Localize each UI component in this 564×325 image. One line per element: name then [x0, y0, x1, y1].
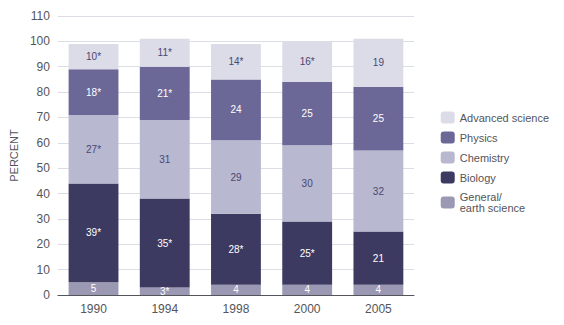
svg-text:19: 19: [373, 57, 385, 68]
svg-text:21: 21: [373, 253, 385, 264]
svg-text:60: 60: [37, 136, 51, 150]
svg-text:20: 20: [37, 237, 51, 251]
svg-text:27*: 27*: [86, 144, 101, 155]
svg-text:30: 30: [37, 212, 51, 226]
svg-text:21*: 21*: [157, 88, 172, 99]
svg-text:1990: 1990: [80, 302, 107, 316]
svg-text:70: 70: [37, 110, 51, 124]
svg-text:40: 40: [37, 187, 51, 201]
svg-text:2000: 2000: [294, 302, 321, 316]
svg-text:80: 80: [37, 85, 51, 99]
svg-text:28*: 28*: [228, 244, 243, 255]
svg-text:16*: 16*: [300, 56, 315, 67]
svg-text:50: 50: [37, 161, 51, 175]
svg-text:4: 4: [233, 284, 239, 295]
svg-text:110: 110: [31, 9, 50, 23]
svg-text:1994: 1994: [151, 302, 178, 316]
svg-text:14*: 14*: [228, 56, 243, 67]
svg-text:30: 30: [302, 178, 314, 189]
svg-text:25*: 25*: [300, 248, 315, 259]
svg-text:35*: 35*: [157, 238, 172, 249]
svg-text:earth science: earth science: [460, 202, 525, 214]
svg-text:25: 25: [302, 108, 314, 119]
svg-text:Physics: Physics: [460, 132, 498, 144]
svg-text:29: 29: [230, 172, 242, 183]
svg-text:32: 32: [373, 186, 385, 197]
svg-text:4: 4: [376, 284, 382, 295]
svg-text:24: 24: [230, 104, 242, 115]
svg-text:39*: 39*: [86, 227, 101, 238]
svg-text:General/: General/: [459, 191, 502, 203]
svg-text:10*: 10*: [86, 51, 101, 62]
svg-text:1998: 1998: [223, 302, 250, 316]
svg-text:25: 25: [373, 113, 385, 124]
svg-text:PERCENT: PERCENT: [8, 129, 20, 182]
svg-text:Biology: Biology: [460, 172, 497, 184]
svg-text:90: 90: [37, 60, 51, 74]
svg-text:2005: 2005: [365, 302, 392, 316]
svg-text:Advanced science: Advanced science: [460, 112, 549, 124]
svg-text:31: 31: [159, 154, 171, 165]
svg-text:10: 10: [37, 263, 51, 277]
svg-text:11*: 11*: [158, 47, 172, 58]
svg-text:3*: 3*: [160, 286, 170, 297]
svg-text:4: 4: [304, 284, 310, 295]
svg-text:5: 5: [91, 283, 97, 294]
svg-text:Chemistry: Chemistry: [460, 152, 510, 164]
svg-text:0: 0: [43, 288, 50, 302]
svg-text:100: 100: [30, 34, 50, 48]
svg-text:18*: 18*: [86, 87, 101, 98]
